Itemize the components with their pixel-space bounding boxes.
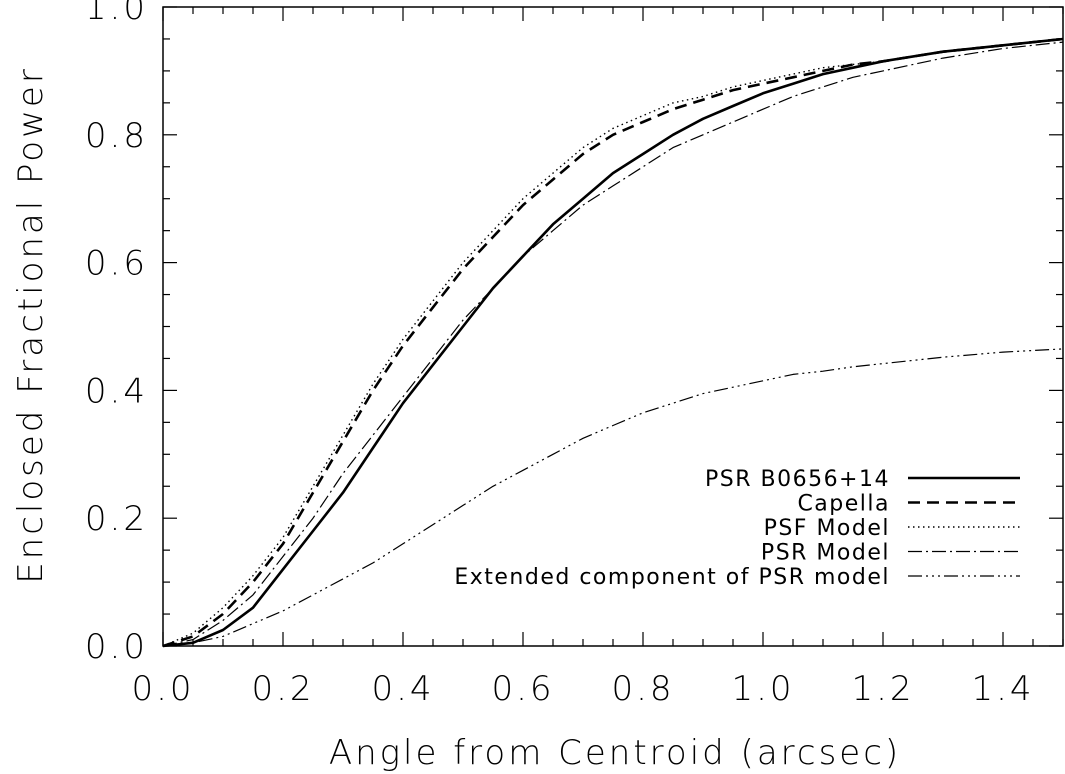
x-tick-label: 0.8 [611,669,674,709]
series-line-2 [162,37,1064,648]
series-line-3 [162,38,1064,647]
x-axis-title: Angle from Centroid (arcsec) [329,733,901,773]
y-tick-label: 0.6 [85,244,148,284]
y-tick-label: 0.4 [85,371,148,411]
series-line-5 [162,348,1064,647]
series-line-1 [162,37,1064,648]
x-tick-label: 1.4 [971,669,1034,709]
x-tick-label: 0.0 [131,669,194,709]
legend-label: PSF Model [764,516,890,541]
x-tick-label: 0.2 [251,669,314,709]
x-tick-label: 1.0 [731,669,794,709]
tick-labels: 0.0 0.2 0.4 0.6 0.8 1.0 1.2 1.4 0.0 0.2 0.4 0.6 0.8 1… [85,0,1034,709]
x-tick-label: 0.6 [491,669,554,709]
y-tick-label: 0.2 [85,499,148,539]
x-tick-label: 0.4 [371,669,434,709]
y-axis-title: Enclosed Fractional Power [11,66,51,584]
legend-label: Capella [797,492,890,517]
y-tick-label: 0.8 [85,116,148,156]
x-tick-label: 1.2 [851,669,914,709]
legend-label: PSR B0656+14 [705,467,890,492]
y-tick-label: 1.0 [85,0,148,28]
y-tick-label: 0.0 [85,627,148,667]
legend-label: Extended component of PSR model [454,565,890,590]
series-line-4 [162,41,1064,647]
legend-label: PSR Model [761,541,890,566]
series-layer [162,37,1064,648]
